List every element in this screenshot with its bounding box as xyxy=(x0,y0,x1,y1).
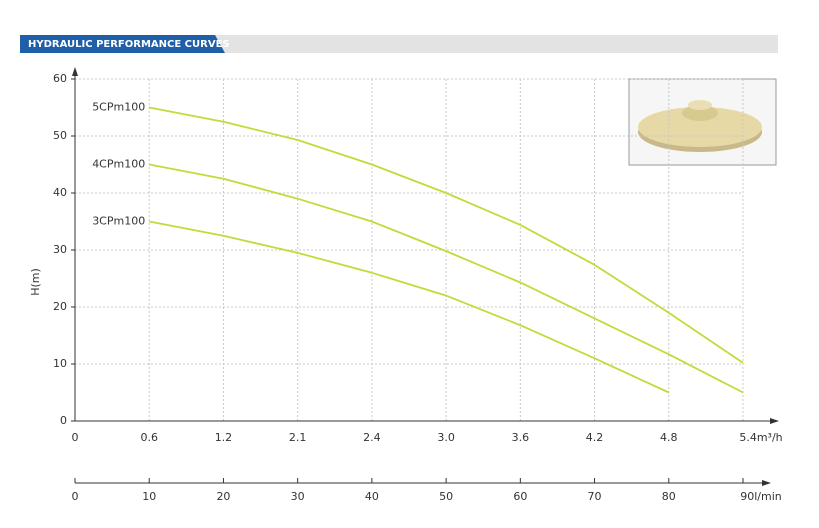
x2-tick-label: 2.1 xyxy=(289,431,307,444)
x-tick-label: 40 xyxy=(365,490,379,503)
x-tick-label: 70 xyxy=(588,490,602,503)
series-label: 4CPm100 xyxy=(92,158,145,171)
x-arrow xyxy=(770,418,779,424)
series-label: 3CPm100 xyxy=(92,215,145,228)
x-tick-label: 30 xyxy=(291,490,305,503)
x2-arrow xyxy=(762,480,771,486)
x2-tick-label: 5.4m³/h xyxy=(739,431,782,444)
y-axis-label: H(m) xyxy=(29,268,42,296)
x2-tick-label: 2.4 xyxy=(363,431,381,444)
curve xyxy=(149,163,744,394)
x-tick-label: 90l/min xyxy=(740,490,782,503)
x-tick-label: 50 xyxy=(439,490,453,503)
y-tick-label: 30 xyxy=(53,243,67,256)
impeller-hub xyxy=(682,105,718,121)
x-tick-label: 0 xyxy=(72,490,79,503)
x-tick-label: 80 xyxy=(662,490,676,503)
curve xyxy=(149,220,670,394)
x-tick-label: 10 xyxy=(142,490,156,503)
impeller-eye xyxy=(688,100,712,110)
x2-tick-label: 1.2 xyxy=(215,431,233,444)
x2-tick-label: 4.8 xyxy=(660,431,678,444)
x2-tick-label: 4.2 xyxy=(586,431,604,444)
series-label: 5CPm100 xyxy=(92,101,145,114)
curve xyxy=(149,106,744,364)
y-tick-label: 60 xyxy=(53,72,67,85)
y-tick-label: 10 xyxy=(53,357,67,370)
y-tick-label: 20 xyxy=(53,300,67,313)
impeller-photo xyxy=(628,78,777,166)
y-tick-label: 0 xyxy=(60,414,67,427)
x-tick-label: 60 xyxy=(513,490,527,503)
y-tick-label: 40 xyxy=(53,186,67,199)
x2-tick-label: 0 xyxy=(72,431,79,444)
title-banner xyxy=(20,35,225,53)
x2-tick-label: 0.6 xyxy=(140,431,158,444)
y-tick-label: 50 xyxy=(53,129,67,142)
x-tick-label: 20 xyxy=(216,490,230,503)
chart-title: HYDRAULIC PERFORMANCE CURVES xyxy=(28,39,230,50)
y-arrow xyxy=(72,67,78,76)
x2-tick-label: 3.0 xyxy=(437,431,455,444)
x2-tick-label: 3.6 xyxy=(512,431,530,444)
